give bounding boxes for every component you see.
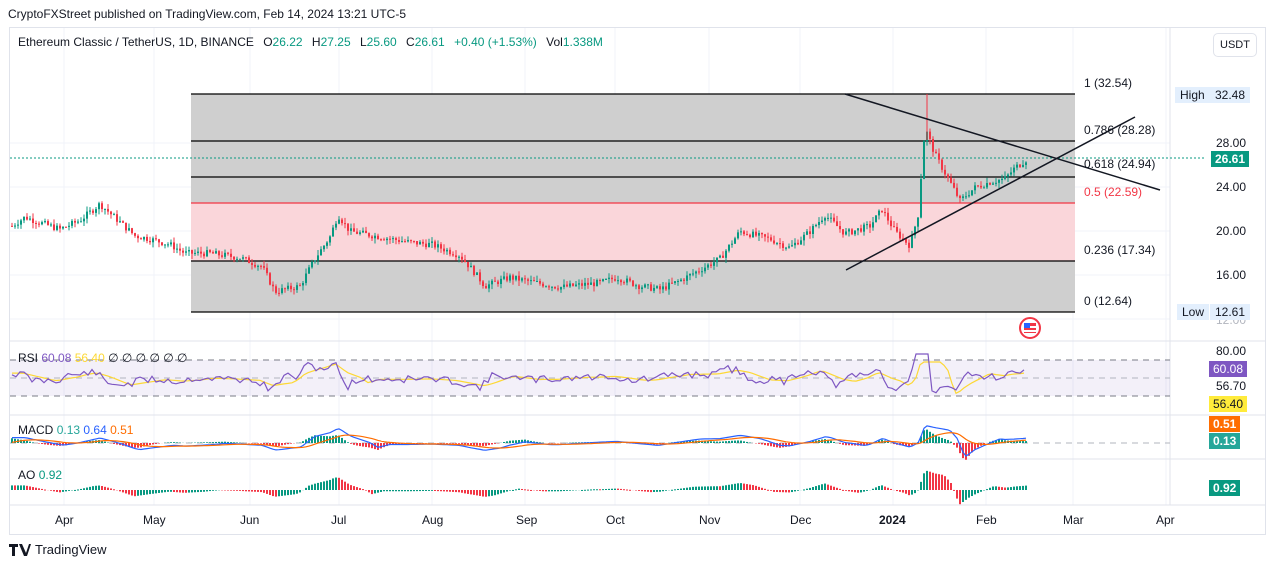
us-event-flag-icon xyxy=(1019,317,1041,339)
time-tick: Dec xyxy=(790,513,812,527)
high-label: High xyxy=(1175,87,1210,103)
time-tick: May xyxy=(143,513,166,527)
symbol-name[interactable]: Ethereum Classic / TetherUS, 1D, BINANCE xyxy=(18,35,254,49)
fib-level-0: 0 (12.64) xyxy=(1084,294,1133,308)
high-value: 27.25 xyxy=(320,35,351,49)
high-value: 32.48 xyxy=(1210,87,1251,103)
open-value: 26.22 xyxy=(272,35,303,49)
time-tick: Mar xyxy=(1063,513,1084,527)
close-value: 26.61 xyxy=(414,35,445,49)
price-tick: 20.00 xyxy=(1216,224,1247,238)
macd-signal-tag: 0.51 xyxy=(1209,416,1241,432)
current-price-tag: 26.61 xyxy=(1211,151,1250,167)
currency-button[interactable]: USDT xyxy=(1213,33,1257,57)
time-tick: Nov xyxy=(699,513,721,527)
time-tick: Jun xyxy=(240,513,260,527)
fib-level-0236: 0.236 (17.34) xyxy=(1084,243,1156,257)
rsi-value-tag: 60.08 xyxy=(1209,361,1248,377)
time-tick: Apr xyxy=(1156,513,1175,527)
time-tick: Sep xyxy=(516,513,538,527)
ao-legend[interactable]: AO 0.92 xyxy=(18,468,63,482)
ascending-trendline xyxy=(845,116,1136,271)
rsi-legend[interactable]: RSI 60.08 56.40 ∅ ∅ ∅ ∅ ∅ ∅ xyxy=(18,351,188,365)
time-tick: Apr xyxy=(55,513,74,527)
price-tick: 16.00 xyxy=(1216,268,1247,282)
fib-level-05: 0.5 (22.59) xyxy=(1084,185,1143,199)
descending-trendline xyxy=(844,93,1161,191)
time-tick: Oct xyxy=(606,513,625,527)
volume-value: 1.338M xyxy=(562,35,603,49)
low-value: 25.60 xyxy=(366,35,397,49)
rsi-ma-tag: 56.40 xyxy=(1209,396,1248,412)
tradingview-logo-icon xyxy=(9,543,31,556)
fibonacci-retracement xyxy=(191,93,1075,313)
time-tick: Jul xyxy=(331,513,347,527)
macd-legend[interactable]: MACD 0.13 0.64 0.51 xyxy=(18,423,134,437)
fib-level-0786: 0.786 (28.28) xyxy=(1084,123,1156,137)
price-tick: 28.00 xyxy=(1216,136,1247,150)
symbol-legend: Ethereum Classic / TetherUS, 1D, BINANCE… xyxy=(18,35,603,49)
macd-hist-tag: 0.13 xyxy=(1209,433,1241,449)
price-tick: 24.00 xyxy=(1216,180,1247,194)
tradingview-brand[interactable]: TradingView xyxy=(9,542,107,557)
fib-level-1: 1 (32.54) xyxy=(1084,76,1133,90)
time-tick: 2024 xyxy=(879,513,906,527)
ao-value-tag: 0.92 xyxy=(1209,480,1241,496)
low-label: Low xyxy=(1177,304,1210,320)
time-tick: Feb xyxy=(976,513,997,527)
rsi-tick: 56.70 xyxy=(1216,379,1247,393)
fib-level-0618: 0.618 (24.94) xyxy=(1084,157,1156,171)
rsi-tick: 80.00 xyxy=(1216,344,1247,358)
low-value: 12.61 xyxy=(1210,304,1251,320)
publish-info: CryptoFXStreet published on TradingView.… xyxy=(8,7,406,21)
change-value: +0.40 (+1.53%) xyxy=(454,35,537,49)
time-tick: Aug xyxy=(422,513,444,527)
